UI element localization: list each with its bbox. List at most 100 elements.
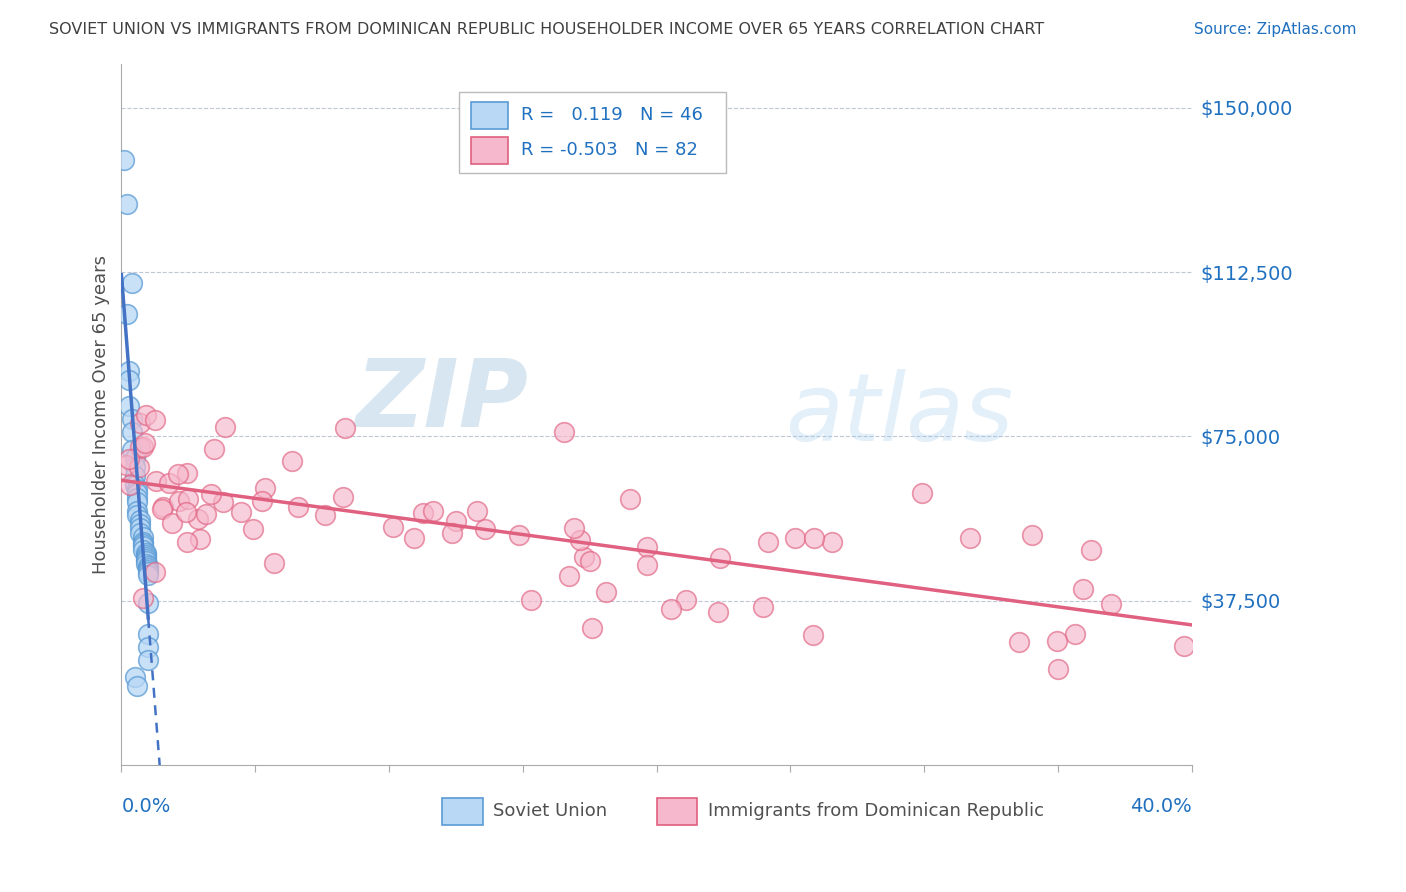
- Point: [124, 469, 146, 483]
- Point: [121, 276, 143, 290]
- FancyBboxPatch shape: [657, 798, 697, 825]
- Point: [129, 517, 152, 532]
- Point: [124, 477, 146, 491]
- Point: [314, 508, 336, 522]
- Point: [127, 482, 149, 496]
- Point: [562, 521, 585, 535]
- Point: [132, 543, 155, 558]
- Text: Immigrants from Dominican Republic: Immigrants from Dominican Republic: [707, 803, 1043, 821]
- Point: [204, 442, 226, 456]
- Point: [129, 525, 152, 540]
- Point: [1046, 662, 1069, 676]
- Point: [127, 504, 149, 518]
- Point: [136, 653, 159, 667]
- Point: [803, 531, 825, 545]
- Point: [801, 628, 824, 642]
- Point: [1008, 635, 1031, 649]
- Point: [231, 504, 253, 518]
- Point: [281, 454, 304, 468]
- Point: [134, 552, 156, 566]
- Point: [166, 467, 188, 481]
- Point: [659, 601, 682, 615]
- Point: [118, 372, 141, 386]
- Text: 0.0%: 0.0%: [121, 797, 170, 815]
- Point: [127, 679, 149, 693]
- Text: ZIP: ZIP: [356, 354, 529, 447]
- Point: [132, 534, 155, 549]
- Point: [553, 425, 575, 439]
- Point: [636, 558, 658, 573]
- Point: [558, 569, 581, 583]
- Point: [474, 522, 496, 536]
- Point: [422, 504, 444, 518]
- Point: [112, 153, 135, 168]
- FancyBboxPatch shape: [471, 137, 508, 163]
- Point: [129, 521, 152, 535]
- FancyBboxPatch shape: [443, 798, 484, 825]
- Point: [595, 585, 617, 599]
- Point: [167, 494, 190, 508]
- Point: [1080, 542, 1102, 557]
- Point: [132, 537, 155, 551]
- Y-axis label: Householder Income Over 65 years: Householder Income Over 65 years: [93, 255, 110, 574]
- Point: [177, 491, 200, 506]
- Point: [619, 491, 641, 506]
- Point: [132, 530, 155, 544]
- Point: [118, 399, 141, 413]
- Point: [335, 421, 357, 435]
- Point: [707, 605, 730, 619]
- Point: [136, 640, 159, 654]
- Point: [1046, 634, 1069, 648]
- Point: [150, 501, 173, 516]
- Point: [465, 503, 488, 517]
- Point: [520, 592, 543, 607]
- Point: [134, 554, 156, 568]
- Point: [135, 408, 157, 422]
- Point: [1021, 528, 1043, 542]
- FancyBboxPatch shape: [471, 102, 508, 128]
- Point: [136, 558, 159, 573]
- Point: [821, 534, 844, 549]
- Point: [187, 512, 209, 526]
- Point: [569, 533, 592, 547]
- Point: [132, 440, 155, 454]
- Text: Soviet Union: Soviet Union: [492, 803, 607, 821]
- Point: [145, 474, 167, 488]
- Point: [174, 505, 197, 519]
- Point: [143, 413, 166, 427]
- Text: 40.0%: 40.0%: [1130, 797, 1192, 815]
- Point: [332, 490, 354, 504]
- Point: [115, 307, 138, 321]
- Point: [675, 593, 697, 607]
- Point: [134, 436, 156, 450]
- Point: [572, 550, 595, 565]
- Point: [911, 485, 934, 500]
- Point: [127, 495, 149, 509]
- Point: [1099, 597, 1122, 611]
- Point: [214, 420, 236, 434]
- Point: [1064, 627, 1087, 641]
- Point: [1071, 582, 1094, 597]
- Point: [709, 551, 731, 566]
- Point: [195, 507, 218, 521]
- Point: [136, 567, 159, 582]
- Point: [1173, 639, 1195, 653]
- Point: [176, 467, 198, 481]
- Point: [176, 534, 198, 549]
- Point: [579, 554, 602, 568]
- Point: [751, 599, 773, 614]
- Point: [115, 197, 138, 211]
- Point: [136, 561, 159, 575]
- Point: [127, 486, 149, 500]
- Point: [444, 514, 467, 528]
- Point: [127, 491, 149, 505]
- Point: [134, 546, 156, 560]
- Point: [118, 451, 141, 466]
- Point: [121, 425, 143, 439]
- Text: atlas: atlas: [785, 369, 1014, 460]
- Point: [959, 531, 981, 545]
- Point: [121, 412, 143, 426]
- Point: [132, 539, 155, 553]
- Text: R =   0.119   N = 46: R = 0.119 N = 46: [520, 106, 703, 124]
- Point: [508, 528, 530, 542]
